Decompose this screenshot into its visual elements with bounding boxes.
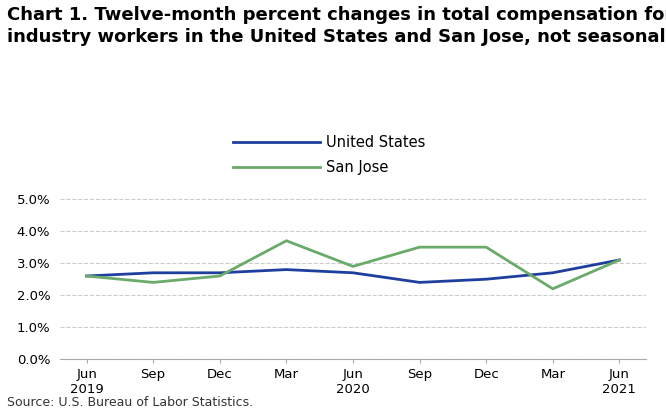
San Jose	[549, 286, 557, 291]
United States	[549, 271, 557, 275]
United States	[216, 271, 224, 275]
San Jose	[482, 244, 490, 249]
Line: San Jose: San Jose	[87, 241, 619, 289]
San Jose	[83, 273, 91, 278]
San Jose	[615, 257, 623, 262]
United States	[349, 271, 357, 275]
United States	[615, 257, 623, 262]
San Jose	[282, 238, 290, 243]
San Jose	[416, 244, 424, 249]
San Jose	[349, 264, 357, 269]
United States	[482, 277, 490, 282]
Line: United States: United States	[87, 260, 619, 282]
United States	[416, 280, 424, 285]
San Jose	[149, 280, 157, 285]
United States	[282, 267, 290, 272]
Text: San Jose: San Jose	[326, 160, 389, 175]
United States	[83, 273, 91, 278]
Text: United States: United States	[326, 135, 426, 150]
San Jose	[216, 273, 224, 278]
Text: Chart 1. Twelve-month percent changes in total compensation for private
industry: Chart 1. Twelve-month percent changes in…	[7, 6, 666, 46]
Text: Source: U.S. Bureau of Labor Statistics.: Source: U.S. Bureau of Labor Statistics.	[7, 396, 253, 409]
United States	[149, 271, 157, 275]
